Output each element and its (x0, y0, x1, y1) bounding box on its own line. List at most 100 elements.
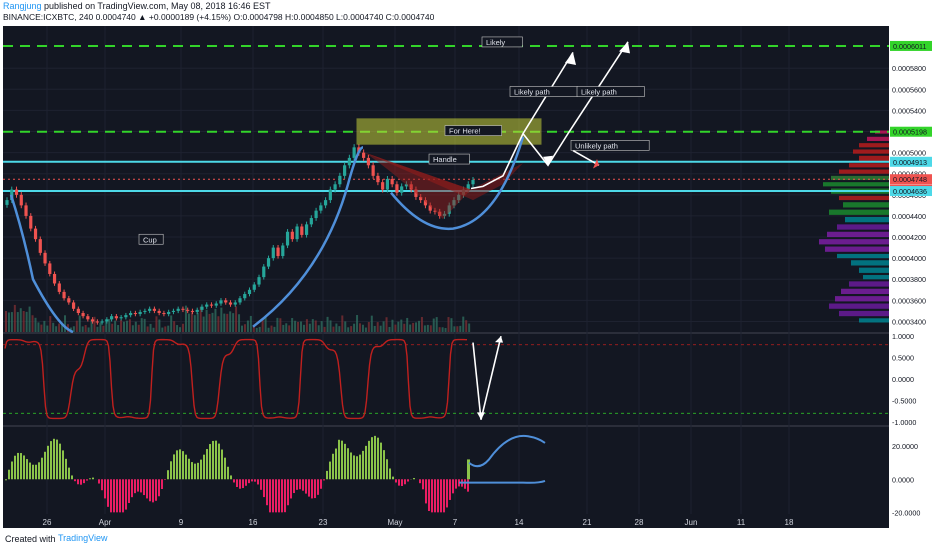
histogram-bar (434, 479, 436, 513)
volume-bar (108, 318, 111, 332)
volume-bar (394, 324, 397, 332)
volume-bar (382, 321, 385, 332)
price-tag-label: 0.0004913 (893, 158, 927, 167)
candle-body (290, 231, 294, 240)
histogram-bar (320, 479, 322, 489)
histogram-bar (365, 445, 367, 480)
histogram-bar (143, 479, 145, 496)
volume-bar (111, 323, 114, 332)
volume-bar (462, 316, 465, 332)
histogram-bar (104, 479, 106, 499)
histogram-bar (35, 464, 37, 480)
histogram-bar (419, 479, 421, 484)
volume-bar (353, 323, 356, 332)
histogram-bar (281, 479, 283, 513)
histogram-bar (422, 479, 424, 490)
likely-path-arrow (470, 51, 574, 190)
annotation-box (444, 125, 502, 136)
histogram-bar (353, 455, 355, 480)
tradingview-logo-text[interactable]: TradingView (58, 533, 108, 543)
x-tick-label: May (387, 518, 402, 527)
annotation-box (138, 233, 164, 245)
histogram-bar (383, 450, 385, 480)
candle-body (81, 313, 85, 317)
histogram-bar (218, 443, 220, 480)
candle-body (209, 304, 214, 306)
candle-body (71, 302, 76, 309)
volume-profile-bar (859, 155, 889, 162)
volume-bar (288, 325, 291, 332)
candle-body (400, 186, 404, 193)
volume-bar (364, 327, 367, 332)
histogram-bar (26, 459, 28, 480)
candle-body (171, 310, 176, 312)
volume-bar (152, 327, 155, 332)
candle-body (404, 184, 409, 187)
volume-bar (459, 325, 462, 332)
volume-bar (123, 321, 125, 332)
volume-bar (190, 312, 193, 332)
volume-bar (199, 306, 202, 332)
histogram-bar (176, 450, 178, 480)
candle-body (190, 310, 195, 312)
annotation-box (576, 86, 645, 97)
volume-bar (444, 327, 447, 332)
candle-body (281, 245, 285, 257)
volume-bar (438, 327, 441, 332)
histogram-projection (459, 479, 546, 484)
volume-bar (7, 312, 10, 332)
created-with-text: Created with (5, 534, 56, 544)
annotation-label: Likely path (514, 88, 550, 97)
y-tick-label: 0.0003400 (892, 317, 926, 326)
histogram-bar (98, 479, 100, 484)
volume-bar (229, 311, 232, 332)
candle-body (19, 194, 23, 206)
candle-body (176, 308, 180, 311)
volume-bar (220, 307, 223, 332)
volume-bar (114, 320, 117, 332)
histogram-bar (122, 479, 124, 513)
candle-body (262, 266, 266, 278)
histogram-bar (197, 462, 199, 480)
volume-bar (415, 322, 418, 332)
candle-body (409, 184, 413, 190)
histogram-bar (305, 479, 307, 494)
histogram-bar (134, 479, 136, 494)
histogram-bar (266, 479, 268, 506)
histogram-bar (38, 462, 40, 480)
volume-bar (184, 305, 187, 332)
candle-body (119, 317, 123, 319)
price-tag-label: 0.0005198 (893, 128, 927, 137)
volume-bar (31, 315, 34, 332)
volume-bar (205, 309, 208, 332)
volume-profile-bar (819, 239, 889, 245)
volume-profile-bar (849, 163, 889, 168)
chart-svg[interactable]: Likely Likely path Likely path For Here! Unl… (3, 26, 889, 528)
volume-bar (43, 320, 46, 332)
volume-profile-bar (841, 288, 889, 295)
volume-bar (297, 321, 300, 332)
volume-bar (211, 312, 214, 332)
histogram-bar (128, 479, 130, 503)
volume-profile-bar (863, 275, 889, 280)
volume-bar (456, 326, 459, 332)
volume-profile-bar (831, 175, 889, 181)
price-tag-label: 0.0004748 (893, 175, 927, 184)
volume-bar (465, 320, 468, 332)
x-tick-label: 14 (515, 518, 524, 527)
author-link[interactable]: Rangjung (3, 1, 42, 11)
volume-bar (87, 327, 90, 332)
chart-area[interactable]: Likely Likely path Likely path For Here! Unl… (3, 26, 889, 528)
volume-profile-bar (839, 195, 889, 201)
volume-profile-bar (823, 182, 889, 187)
candle-body (295, 226, 299, 240)
volume-bar (406, 317, 409, 332)
volume-bar (423, 325, 426, 332)
x-tick-label: 23 (319, 518, 328, 527)
candle-body (205, 304, 209, 307)
candle-body (319, 205, 323, 211)
volume-bar (264, 316, 267, 332)
volume-bar (294, 320, 297, 332)
candle-body (48, 263, 52, 274)
price-axis[interactable]: 0.0003400 0.0003600 0.0003800 0.0004000 0.00… (889, 26, 932, 528)
